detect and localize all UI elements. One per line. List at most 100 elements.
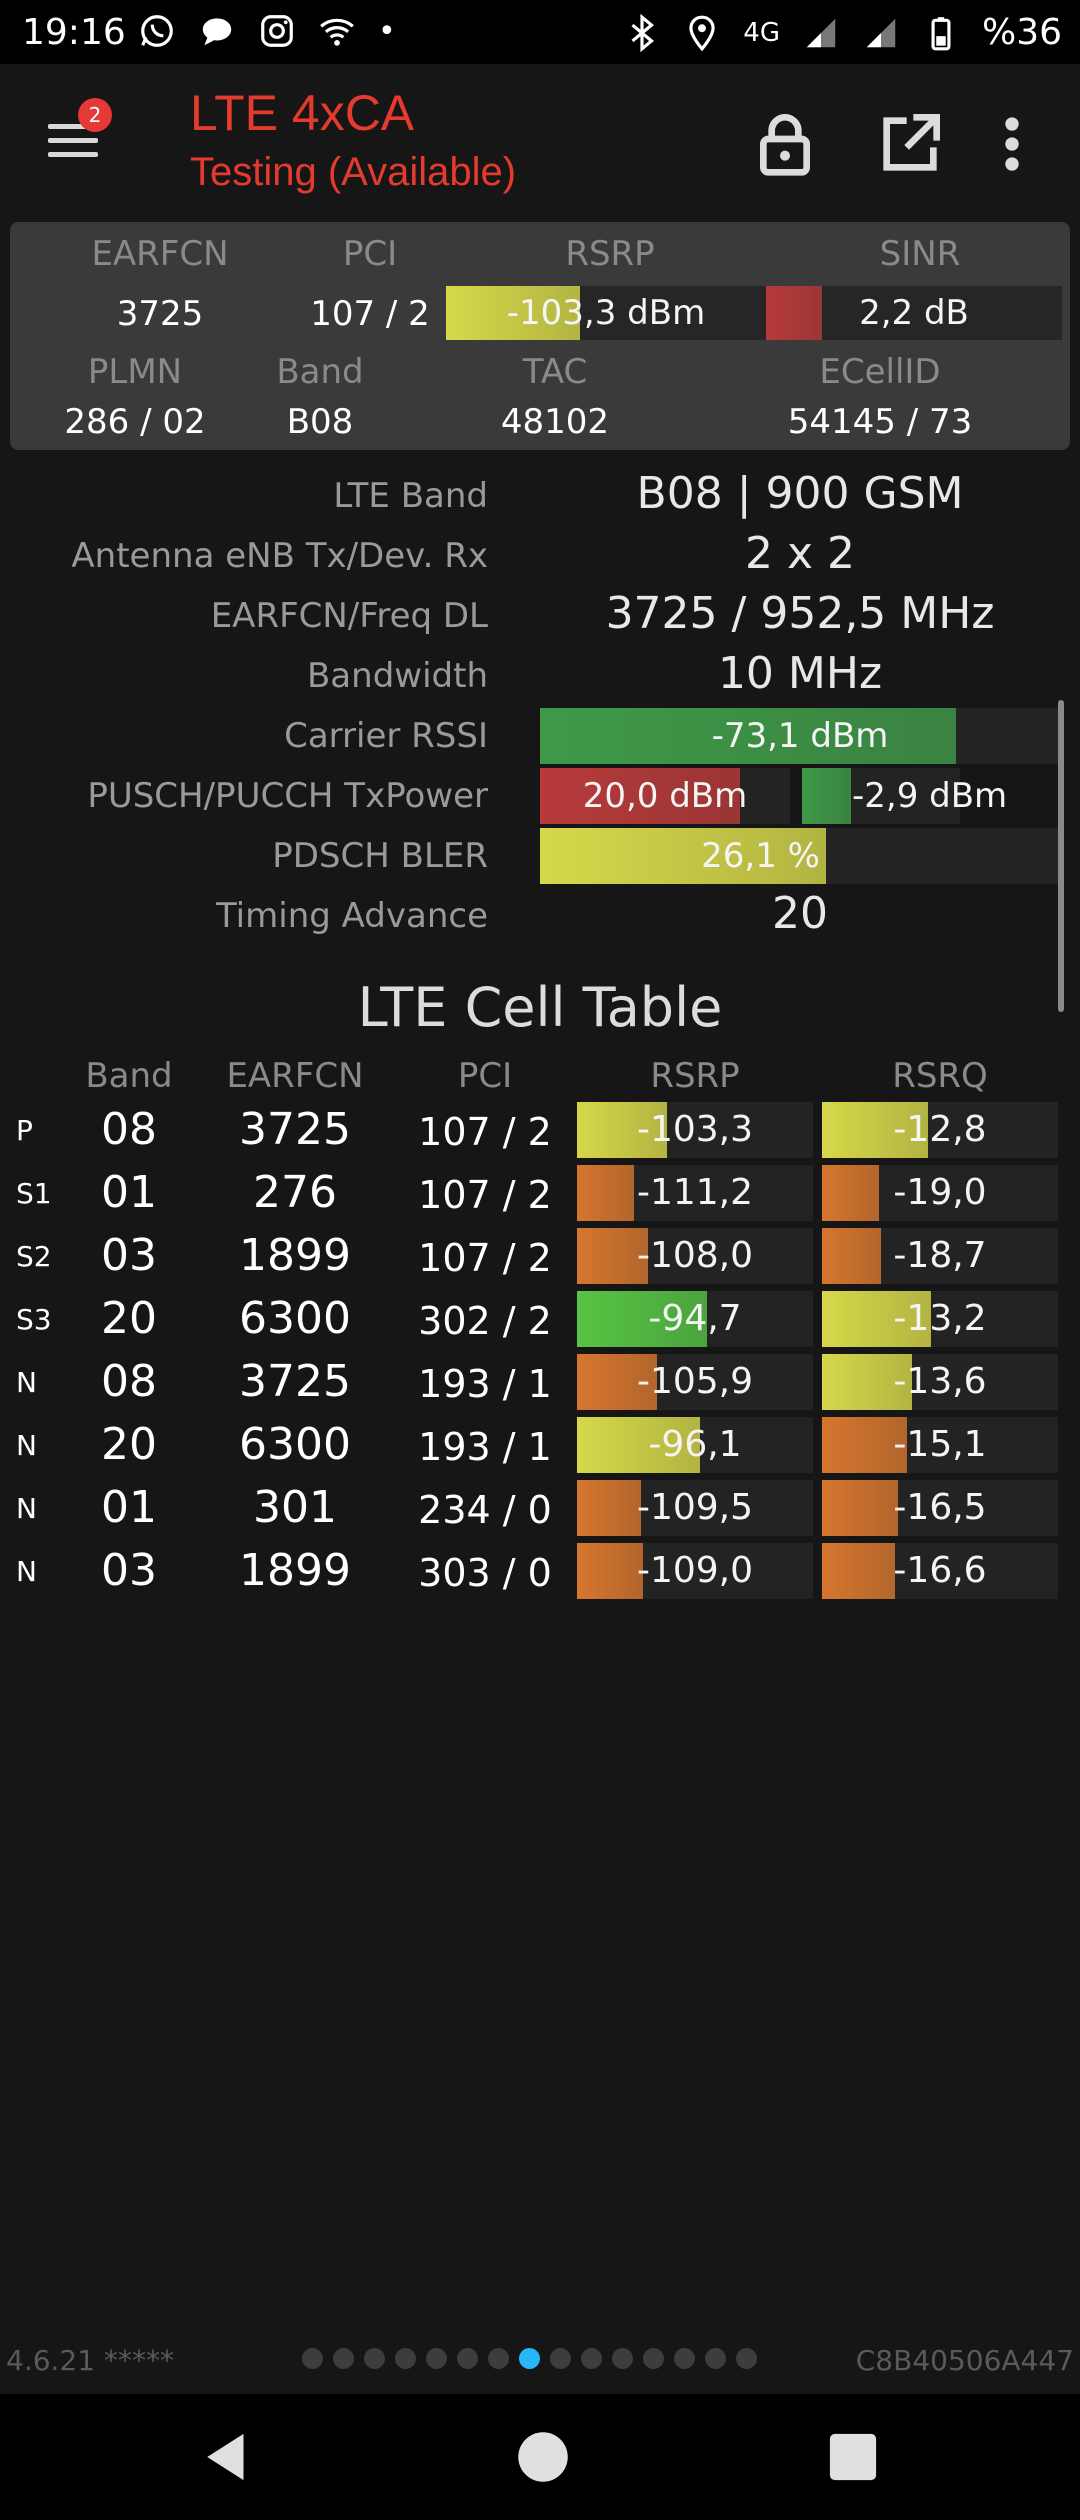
cell-rsrp-fill xyxy=(577,1417,700,1473)
page-dot[interactable] xyxy=(705,2348,726,2369)
txpower-row: PUSCH/PUCCH TxPower 20,0 dBm -2,9 dBm xyxy=(0,768,1080,826)
battery-percent: %36 xyxy=(981,12,1062,53)
back-icon[interactable] xyxy=(194,2424,260,2490)
cell-rsrq-value: -13,2 xyxy=(893,1298,987,1339)
page-dot[interactable] xyxy=(488,2348,509,2369)
menu-badge: 2 xyxy=(78,98,112,132)
hamburger-icon xyxy=(48,124,98,129)
tac-value: 48102 xyxy=(500,402,610,442)
page-dot[interactable] xyxy=(333,2348,354,2369)
cell-earfcn: 276 xyxy=(253,1167,337,1218)
cell-band: 20 xyxy=(101,1293,157,1344)
page-dot[interactable] xyxy=(674,2348,695,2369)
pusch-bar: 20,0 dBm xyxy=(540,768,790,824)
cell-pci: 193 / 1 xyxy=(418,1362,552,1406)
cell-rsrq-bar: -18,7 xyxy=(822,1228,1058,1284)
cell-earfcn: 301 xyxy=(253,1482,337,1533)
page-dot[interactable] xyxy=(364,2348,385,2369)
col-header-band: Band xyxy=(85,1056,173,1096)
page-dot[interactable] xyxy=(395,2348,416,2369)
page-indicator[interactable] xyxy=(302,2348,757,2369)
page-dot[interactable] xyxy=(550,2348,571,2369)
page-dot[interactable] xyxy=(302,2348,323,2369)
lte-band-value: B08 | 900 GSM xyxy=(636,468,964,519)
cell-rsrp-value: -111,2 xyxy=(636,1172,754,1213)
page-dot[interactable] xyxy=(519,2348,540,2369)
cell-pci: 107 / 2 xyxy=(418,1110,552,1154)
rsrp-meter: -103,3 dBm xyxy=(446,286,766,340)
cell-pci: 303 / 0 xyxy=(418,1551,552,1595)
signal-icon-1 xyxy=(806,18,836,47)
cell-rsrq-value: -16,5 xyxy=(893,1487,987,1528)
cell-rsrp-value: -105,9 xyxy=(636,1361,754,1402)
carrier-rssi-row: Carrier RSSI -73,1 dBm xyxy=(0,708,1080,766)
page-dot[interactable] xyxy=(581,2348,602,2369)
table-row: S3 20 6300 302 / 2 -94,7 -13,2 xyxy=(0,1291,1080,1349)
pucch-value: -2,9 dBm xyxy=(852,776,1008,816)
cell-rsrp-value: -94,7 xyxy=(648,1298,742,1339)
page-dot[interactable] xyxy=(612,2348,633,2369)
notification-icons: • xyxy=(138,12,396,50)
plmn-label: PLMN xyxy=(87,352,183,392)
cell-rsrq-value: -15,1 xyxy=(893,1424,987,1465)
bler-bar: 26,1 % xyxy=(540,828,1060,884)
timing-advance-row: Timing Advance 20 xyxy=(0,888,1080,946)
page-dot[interactable] xyxy=(426,2348,447,2369)
bandwidth-label: Bandwidth xyxy=(306,656,488,696)
cell-rsrq-fill xyxy=(822,1291,931,1347)
pci-label: PCI xyxy=(342,234,398,274)
app-bar: 2 LTE 4xCA Testing (Available) xyxy=(0,64,1080,214)
cell-band: 01 xyxy=(101,1167,157,1218)
cell-type: S1 xyxy=(16,1177,52,1210)
cell-earfcn: 6300 xyxy=(239,1419,351,1470)
cell-rsrp-bar: -109,0 xyxy=(577,1543,813,1599)
recents-icon[interactable] xyxy=(820,2424,886,2490)
pucch-fill xyxy=(802,768,851,824)
cell-rsrq-bar: -16,5 xyxy=(822,1480,1058,1536)
more-options-icon[interactable] xyxy=(982,104,1042,184)
sinr-meter: 2,2 dB xyxy=(766,286,1062,340)
carrier-rssi-label: Carrier RSSI xyxy=(284,716,488,756)
cell-rsrp-fill xyxy=(577,1102,667,1158)
antenna-label: Antenna eNB Tx/Dev. Rx xyxy=(71,536,488,576)
cell-rsrq-bar: -13,6 xyxy=(822,1354,1058,1410)
cell-rsrq-value: -18,7 xyxy=(893,1235,987,1276)
home-icon[interactable] xyxy=(510,2424,576,2490)
page-dot[interactable] xyxy=(643,2348,664,2369)
status-bar: 19:16 • 4G %36 xyxy=(0,0,1080,64)
antenna-value: 2 x 2 xyxy=(745,528,855,579)
menu-button[interactable] xyxy=(40,114,106,170)
bler-fill xyxy=(540,828,826,884)
scrollbar[interactable] xyxy=(1058,700,1064,1012)
col-header-rsrq: RSRQ xyxy=(892,1056,988,1096)
page-dot[interactable] xyxy=(736,2348,757,2369)
rsrp-label: RSRP xyxy=(565,234,655,274)
tac-label: TAC xyxy=(522,352,588,392)
cell-earfcn: 1899 xyxy=(239,1230,351,1281)
cell-rsrp-fill xyxy=(577,1165,634,1221)
pusch-fill xyxy=(540,768,740,824)
lock-icon[interactable] xyxy=(745,104,825,184)
cell-rsrp-value: -109,5 xyxy=(636,1487,754,1528)
col-header-rsrp: RSRP xyxy=(650,1056,740,1096)
cell-rsrq-fill xyxy=(822,1417,907,1473)
chat-bubble-icon xyxy=(202,18,232,46)
cell-earfcn: 6300 xyxy=(239,1293,351,1344)
page-dot[interactable] xyxy=(457,2348,478,2369)
cell-pci: 193 / 1 xyxy=(418,1425,552,1469)
earfcn-label: EARFCN xyxy=(91,234,229,274)
band-value: B08 xyxy=(286,402,354,442)
cell-rsrp-bar: -105,9 xyxy=(577,1354,813,1410)
serving-cell-summary: EARFCN PCI RSRP SINR 3725 107 / 2 -103,3… xyxy=(10,222,1070,450)
ecellid-value: 54145 / 73 xyxy=(787,402,973,442)
cell-rsrp-value: -96,1 xyxy=(648,1424,742,1465)
col-header-pci: PCI xyxy=(457,1056,513,1096)
instagram-icon xyxy=(261,15,293,47)
wifi-icon xyxy=(320,18,354,46)
table-row: S2 03 1899 107 / 2 -108,0 -18,7 xyxy=(0,1228,1080,1286)
open-external-icon[interactable] xyxy=(870,104,950,184)
carrier-rssi-bar: -73,1 dBm xyxy=(540,708,1060,764)
cell-rsrp-bar: -96,1 xyxy=(577,1417,813,1473)
earfcn-freq-row: EARFCN/Freq DL 3725 / 952,5 MHz xyxy=(0,588,1080,646)
bluetooth-icon xyxy=(631,13,655,52)
